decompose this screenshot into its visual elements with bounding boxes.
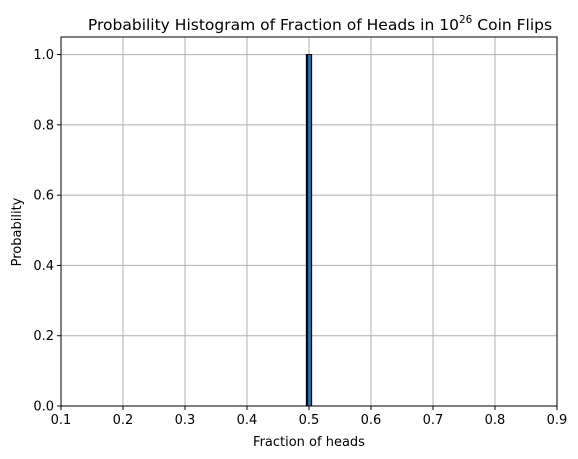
y-axis-label: Probability: [10, 197, 25, 266]
x-tick-label: 0.1: [51, 413, 72, 428]
x-tick-label: 0.2: [113, 413, 134, 428]
x-tick-label: 0.3: [175, 413, 196, 428]
histogram-bar: [305, 54, 313, 406]
x-tick-label: 0.9: [547, 413, 568, 428]
x-tick-label: 0.8: [485, 413, 506, 428]
y-tick-label: 0.4: [33, 259, 54, 274]
x-axis-label: Fraction of heads: [253, 435, 365, 450]
y-ticks: 0.0 0.2 0.4 0.6 0.8 1.0: [33, 48, 61, 415]
x-tick-label: 0.6: [361, 413, 382, 428]
x-ticks: 0.1 0.2 0.3 0.4 0.5 0.6 0.7 0.8 0.9: [51, 406, 568, 428]
y-tick-label: 0.6: [33, 189, 54, 204]
x-tick-label: 0.4: [237, 413, 258, 428]
histogram-bar-edge-right: [310, 54, 313, 406]
y-tick-label: 0.8: [33, 118, 54, 133]
x-tick-label: 0.7: [423, 413, 444, 428]
chart-title-exponent: 26: [459, 14, 473, 26]
histogram-bar-edge-left: [305, 54, 309, 406]
chart-title-prefix: Probability Histogram of Fraction of Hea…: [88, 16, 459, 34]
y-tick-label: 0.0: [33, 400, 54, 415]
x-tick-label: 0.5: [299, 413, 320, 428]
chart-title-suffix: Coin Flips: [472, 16, 552, 34]
y-tick-label: 0.2: [33, 329, 54, 344]
chart-title: Probability Histogram of Fraction of Hea…: [88, 14, 552, 34]
bars: [305, 54, 313, 406]
y-tick-label: 1.0: [33, 48, 54, 63]
